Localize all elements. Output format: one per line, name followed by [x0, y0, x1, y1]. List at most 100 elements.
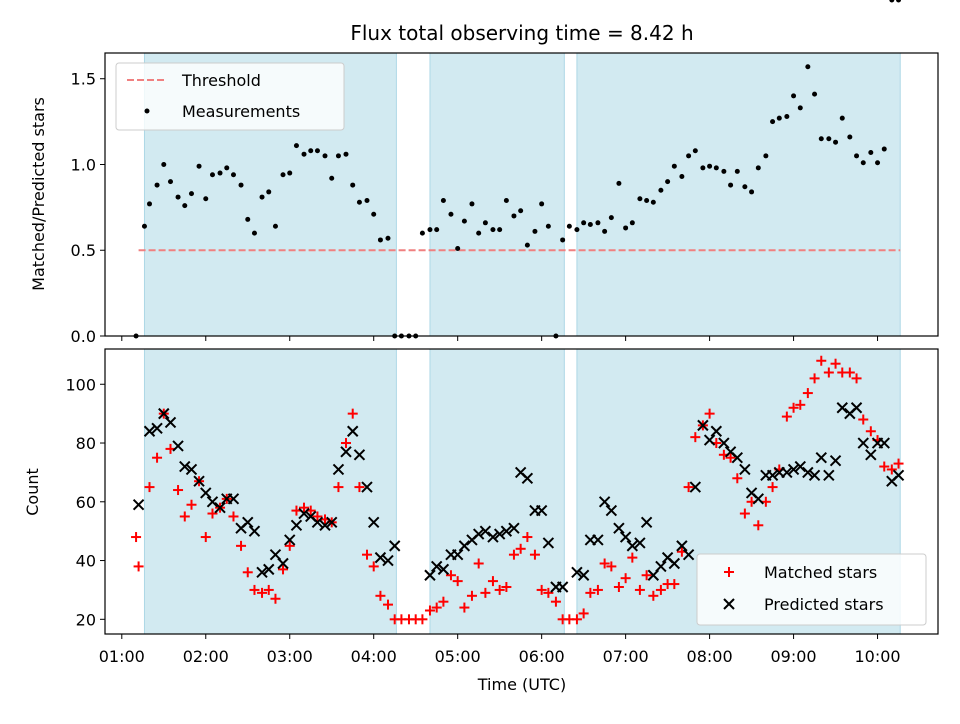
- predicted-star-point: [340, 446, 352, 458]
- x-tick-label: 01:00: [99, 647, 145, 666]
- top-y-tick-label: 0.5: [71, 241, 96, 260]
- predicted-marker-b: [605, 504, 618, 517]
- predicted-star-point: [829, 454, 842, 467]
- bottom-band-0: [143, 348, 397, 635]
- predicted-star-point: [718, 437, 730, 449]
- predicted-marker-b: [206, 496, 219, 508]
- measurement-point: [637, 196, 643, 202]
- matched-star-point: [382, 599, 393, 610]
- predicted-marker-b: [878, 437, 890, 449]
- predicted-marker-b: [613, 522, 625, 534]
- measurement-point: [826, 136, 832, 142]
- matched-star-point: [809, 373, 820, 384]
- matched-star-point: [669, 579, 680, 590]
- matched-star-point: [858, 414, 869, 425]
- predicted-star-point: [794, 460, 806, 473]
- predicted-star-point: [613, 522, 625, 534]
- predicted-star-point: [472, 528, 485, 540]
- measurement-point: [434, 227, 440, 233]
- legend-measurements-swatch: [144, 108, 150, 114]
- matched-star-point: [487, 576, 498, 587]
- bottom-y-tick-label: 80: [76, 434, 96, 453]
- measurement-point: [671, 163, 677, 169]
- matched-star-point: [270, 593, 281, 604]
- matched-star-point: [529, 549, 540, 560]
- matched-star-point: [263, 584, 274, 595]
- measurement-point: [377, 237, 383, 243]
- matched-star-point: [725, 452, 736, 463]
- predicted-star-point: [479, 525, 492, 537]
- matched-star-point: [494, 584, 505, 595]
- measurement-point: [371, 211, 377, 217]
- measurement-point: [629, 220, 635, 226]
- x-tick-label: 10:00: [854, 647, 900, 666]
- measurement-point: [482, 220, 488, 226]
- bottom-y-axis-label: Count: [23, 468, 42, 516]
- matched-star-point: [340, 438, 351, 449]
- matched-star-point: [536, 584, 547, 595]
- measurement-point: [245, 216, 251, 222]
- predicted-marker-b: [542, 537, 555, 549]
- matched-star-point: [501, 581, 512, 592]
- measurement-point: [532, 228, 538, 234]
- predicted-star-point: [382, 554, 394, 567]
- measurement-point: [476, 230, 482, 236]
- x-tick-label: 08:00: [687, 647, 733, 666]
- predicted-marker-b: [298, 507, 310, 520]
- matched-star-point: [648, 590, 659, 601]
- predicted-star-point: [682, 548, 695, 561]
- predicted-star-point: [347, 425, 359, 437]
- measurement-point: [217, 170, 223, 176]
- measurement-point: [658, 187, 664, 193]
- predicted-star-point: [326, 516, 338, 529]
- measurement-point: [818, 136, 824, 142]
- predicted-star-point: [132, 499, 145, 511]
- measurement-point: [755, 165, 761, 171]
- measurement-point: [713, 165, 719, 171]
- matched-star-point: [690, 432, 701, 443]
- predicted-marker-b: [697, 419, 709, 432]
- bottom-y-tick-label: 60: [76, 493, 96, 512]
- measurement-point: [881, 146, 887, 152]
- matched-star-point: [228, 511, 239, 522]
- top-y-tick-label: 0.0: [71, 327, 96, 346]
- predicted-marker-b: [857, 437, 869, 449]
- matched-star-point: [795, 399, 806, 410]
- predicted-star-point: [361, 481, 373, 493]
- measurement-point: [742, 184, 748, 190]
- predicted-marker-b: [347, 425, 359, 437]
- measurement-point: [868, 149, 874, 155]
- predicted-star-point: [535, 504, 548, 517]
- measurement-point: [322, 153, 328, 159]
- measurement-point: [196, 163, 202, 169]
- predicted-marker-b: [382, 554, 394, 567]
- predicted-star-point: [368, 516, 380, 529]
- predicted-marker-b: [263, 563, 275, 576]
- measurement-point: [707, 163, 713, 169]
- measurement-point: [875, 160, 881, 166]
- x-axis-label: Time (UTC): [477, 675, 566, 694]
- predicted-marker-b: [640, 516, 653, 529]
- predicted-star-point: [179, 460, 191, 473]
- measurement-point: [524, 242, 530, 248]
- matched-star-point: [424, 605, 435, 616]
- predicted-marker-b: [374, 551, 387, 564]
- matched-star-point: [473, 558, 484, 569]
- chart-title: Flux total observing time = 8.42 h: [350, 21, 693, 45]
- measurement-point: [644, 198, 650, 204]
- bottom-band-1: [429, 348, 565, 635]
- predicted-marker-b: [256, 566, 268, 579]
- predicted-star-point: [319, 519, 331, 531]
- matched-star-point: [200, 532, 211, 543]
- predicted-star-point: [437, 563, 450, 576]
- predicted-marker-b: [739, 463, 751, 476]
- predicted-star-point: [626, 540, 639, 552]
- measurement-point: [440, 198, 446, 204]
- measurement-point: [518, 208, 524, 214]
- predicted-star-point: [430, 560, 443, 573]
- predicted-marker-b: [284, 534, 296, 546]
- predicted-star-point: [214, 501, 226, 514]
- predicted-star-point: [290, 519, 303, 531]
- predicted-marker-b: [143, 425, 156, 437]
